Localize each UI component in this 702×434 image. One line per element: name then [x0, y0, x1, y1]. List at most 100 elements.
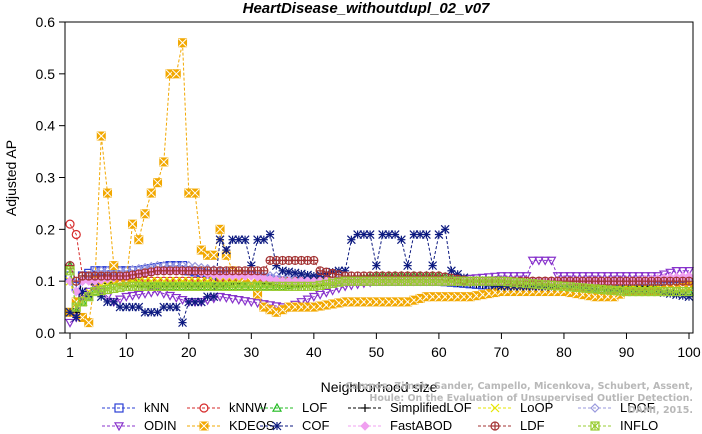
data-point: [346, 235, 356, 245]
credit-text: Campos, Zimek, Sander, Campello, Micenko…: [345, 381, 693, 416]
legend-swatch: [260, 421, 294, 431]
data-point: [577, 272, 588, 282]
data-point: [259, 266, 269, 276]
data-point: [209, 250, 219, 260]
data-point: [134, 302, 144, 312]
data-point: [302, 295, 313, 305]
data-point: [640, 272, 651, 282]
data-point: [240, 297, 251, 307]
data-point: [565, 272, 576, 282]
data-point: [127, 291, 138, 301]
data-point: [558, 272, 569, 282]
series-inflo: [65, 266, 694, 312]
data-point: [153, 178, 163, 188]
legend-swatch: [478, 421, 512, 431]
data-point: [246, 281, 256, 291]
data-point: [583, 272, 594, 282]
data-point: [527, 256, 538, 266]
data-point: [365, 230, 375, 239]
data-point: [540, 256, 551, 266]
data-point: [252, 272, 263, 282]
data-point: [421, 230, 431, 239]
data-point: [177, 296, 188, 306]
legend-swatch: [187, 421, 221, 431]
data-point: [65, 219, 75, 229]
data-point: [315, 290, 326, 300]
data-point: [428, 261, 438, 271]
data-point: [615, 272, 626, 282]
y-tick-label: 0.1: [36, 273, 56, 289]
legend-swatch: [348, 404, 382, 412]
data-point: [308, 292, 319, 302]
data-point: [121, 292, 132, 302]
data-point: [633, 272, 644, 282]
plot-series-group: [64, 38, 695, 328]
data-point: [65, 266, 75, 276]
data-point: [590, 272, 601, 282]
data-point: [546, 256, 557, 266]
data-point: [440, 224, 450, 234]
data-point: [127, 281, 138, 291]
data-point: [265, 230, 275, 239]
y-tick-label: 0.0: [36, 325, 56, 341]
data-point: [215, 235, 225, 245]
data-point: [684, 276, 694, 286]
data-point: [508, 272, 519, 282]
data-point: [296, 298, 307, 308]
x-tick-label: 40: [306, 344, 322, 360]
x-tick-label: 90: [619, 344, 635, 360]
data-point: [396, 235, 406, 245]
x-tick-label: 1: [66, 344, 74, 360]
legend-swatch: [260, 402, 294, 412]
data-point: [627, 272, 638, 282]
data-point: [171, 293, 182, 303]
data-point: [521, 272, 532, 282]
legend: kNN kNNW LOF SimplifiedLOF LoOP LDOF ODIN KDEOS…: [0, 398, 702, 434]
data-point: [403, 261, 413, 271]
legend-swatch: [348, 421, 382, 431]
data-point: [140, 209, 150, 219]
data-point: [109, 261, 119, 271]
data-point: [115, 295, 126, 305]
legend-label: INFLO: [620, 418, 659, 433]
data-point: [171, 69, 181, 79]
legend-label: LDOF: [620, 400, 655, 415]
data-point: [671, 267, 682, 277]
data-point: [502, 272, 513, 282]
x-tick-label: 70: [494, 344, 510, 360]
legend-label: ODIN: [144, 418, 177, 433]
data-point: [215, 292, 226, 302]
data-point: [533, 256, 544, 266]
legend-label: KDEOS: [229, 418, 275, 433]
chart-title: HeartDisease_withoutdupl_02_v07: [243, 0, 490, 17]
data-point: [165, 291, 176, 301]
data-point: [434, 230, 444, 239]
data-point: [178, 318, 187, 328]
data-point: [552, 272, 563, 282]
x-axis-label: Neighborhood size: [321, 379, 438, 395]
legend-swatch: [102, 422, 136, 432]
data-point: [658, 270, 670, 280]
data-point: [253, 289, 263, 299]
data-point: [321, 288, 332, 298]
data-point: [621, 272, 632, 282]
legend-swatch: [578, 403, 612, 413]
legend-label: LoOP: [520, 400, 554, 415]
data-point: [371, 261, 381, 271]
data-point: [259, 235, 269, 245]
x-tick-label: 80: [556, 344, 572, 360]
data-point: [240, 235, 250, 245]
data-point: [96, 131, 106, 141]
data-point: [215, 224, 225, 234]
data-point: [665, 268, 676, 278]
data-point: [609, 285, 619, 296]
data-point: [378, 230, 388, 239]
data-point: [227, 294, 238, 305]
data-point: [171, 302, 181, 312]
data-point: [221, 245, 231, 255]
legend-label: LDF: [520, 418, 545, 433]
y-tick-label: 0.2: [36, 221, 56, 237]
x-tick-label: 30: [244, 344, 260, 360]
data-point: [390, 230, 400, 239]
axes-group: 0.0 0.1 0.2 0.3 0.4 0.5 0.6 1 10 20 30 40 50 60 70 80 90…: [36, 14, 701, 360]
